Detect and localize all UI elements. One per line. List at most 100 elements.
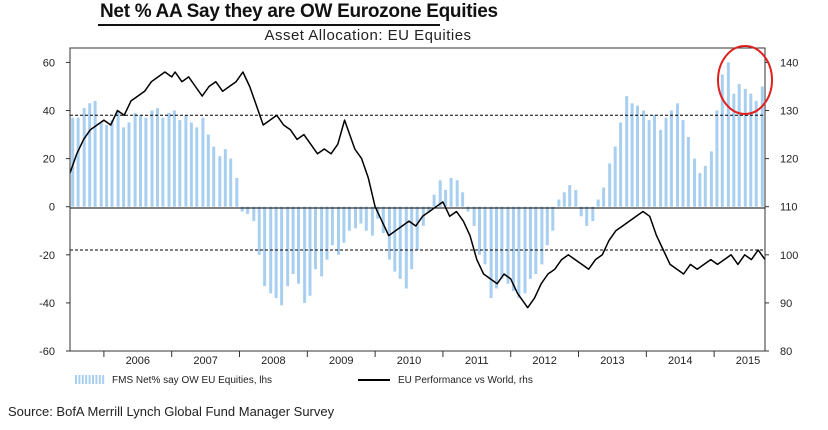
bar xyxy=(99,122,103,207)
bar xyxy=(676,103,679,207)
bar xyxy=(754,100,758,207)
chart-title: Asset Allocation: EU Equities xyxy=(264,27,471,44)
bar xyxy=(647,120,651,207)
legend: FMS Net% say OW EU Equities, lhs EU Perf… xyxy=(75,375,533,386)
year-tick-label: 2009 xyxy=(329,355,353,367)
bar xyxy=(449,177,453,207)
bar xyxy=(381,206,385,234)
bar xyxy=(110,120,114,207)
bar xyxy=(596,199,600,207)
bar xyxy=(737,84,741,207)
bar xyxy=(127,122,131,207)
bar xyxy=(642,110,646,207)
bar xyxy=(337,206,340,255)
bar xyxy=(167,112,171,207)
chart-headline: Net % AA Say they are OW Eurozone Equiti… xyxy=(100,1,498,22)
bar xyxy=(330,206,334,246)
right-tick-label: 120 xyxy=(780,154,798,166)
legend-swatch-bar xyxy=(75,375,77,384)
bar xyxy=(116,110,120,207)
bar xyxy=(732,93,736,207)
bar xyxy=(568,185,572,207)
bar xyxy=(466,206,470,212)
bar xyxy=(540,206,544,265)
bar xyxy=(404,206,408,289)
reference-lines xyxy=(70,114,765,251)
bar xyxy=(630,103,634,207)
bar xyxy=(517,206,521,299)
left-tick-label: 40 xyxy=(43,106,55,118)
bar xyxy=(664,117,668,207)
bar xyxy=(585,206,589,226)
left-tick-label: 20 xyxy=(43,154,55,166)
bar-series xyxy=(71,62,764,306)
left-tick-label: -20 xyxy=(39,250,55,262)
bar xyxy=(591,206,595,222)
year-tick-label: 2012 xyxy=(532,355,556,367)
legend-swatch-bar xyxy=(85,375,88,384)
bar xyxy=(686,137,690,207)
bar xyxy=(229,158,233,207)
legend-line-label: EU Performance vs World, rhs xyxy=(398,375,533,386)
right-tick-label: 130 xyxy=(780,106,798,118)
bar xyxy=(636,105,639,207)
bar xyxy=(557,199,561,207)
bar xyxy=(223,149,227,207)
bar xyxy=(472,206,476,226)
bar xyxy=(212,146,216,207)
bar xyxy=(297,206,300,284)
legend-swatch-bar xyxy=(92,375,94,384)
year-tick-label: 2015 xyxy=(736,355,760,367)
bar xyxy=(364,206,368,231)
bar xyxy=(715,110,719,207)
bar xyxy=(172,110,176,207)
bar xyxy=(88,103,92,207)
bar xyxy=(93,100,97,207)
year-tick-label: 2014 xyxy=(668,355,692,367)
bar xyxy=(184,115,188,207)
legend-swatch-bar xyxy=(78,375,81,384)
year-tick-label: 2011 xyxy=(465,355,489,367)
bar xyxy=(438,180,442,207)
bar xyxy=(359,206,363,224)
legend-swatch-bar xyxy=(102,375,105,384)
bar xyxy=(703,165,707,207)
bar xyxy=(303,206,307,303)
bar xyxy=(105,125,109,207)
bar xyxy=(619,122,623,207)
bar xyxy=(274,206,278,299)
bar xyxy=(534,206,538,274)
eu-performance-line xyxy=(69,71,766,309)
bar xyxy=(206,134,210,207)
bar xyxy=(720,74,724,207)
bar xyxy=(613,146,617,207)
left-tick-label: 60 xyxy=(43,57,55,69)
bar xyxy=(161,117,165,207)
legend-bar-swatch xyxy=(75,375,105,384)
left-tick-label: 0 xyxy=(49,202,55,214)
right-tick-label: 100 xyxy=(780,250,798,262)
bar xyxy=(478,206,481,255)
bar xyxy=(195,127,199,207)
bar xyxy=(427,206,431,212)
legend-bar-label: FMS Net% say OW EU Equities, lhs xyxy=(112,375,272,386)
bar xyxy=(122,127,126,207)
bar xyxy=(653,115,656,207)
bar xyxy=(133,112,137,207)
bar xyxy=(743,88,747,207)
bar xyxy=(528,206,532,279)
year-tick-label: 2008 xyxy=(261,355,285,367)
bar xyxy=(218,156,222,207)
bar xyxy=(347,206,351,231)
legend-swatch-bar xyxy=(95,375,98,384)
bar xyxy=(398,206,402,279)
bar xyxy=(257,206,261,255)
bar xyxy=(681,120,685,207)
bar xyxy=(156,108,159,207)
bar xyxy=(461,192,465,207)
right-axis: 140 130 120 110 100 90 80 xyxy=(765,57,798,358)
year-tick-label: 2006 xyxy=(126,355,150,367)
bar xyxy=(415,206,419,250)
bar xyxy=(76,117,80,207)
bar xyxy=(444,189,448,207)
